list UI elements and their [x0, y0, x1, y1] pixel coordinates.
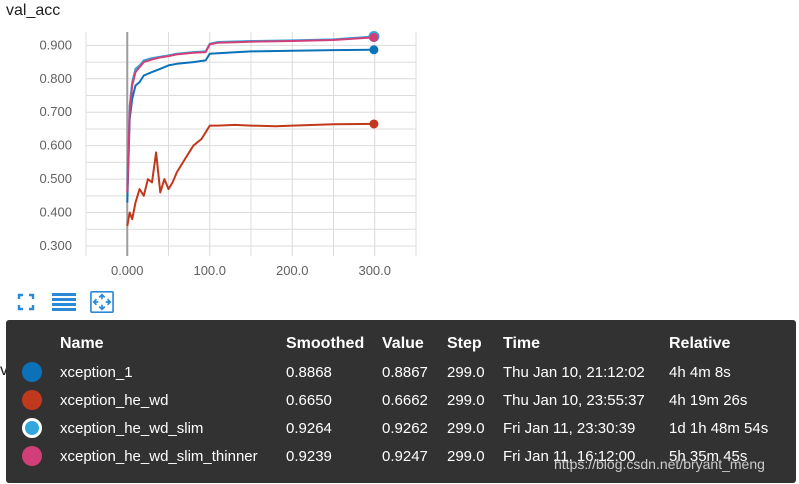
y-tick-label: 0.500: [39, 171, 72, 186]
raw-value: 0.9262: [382, 419, 428, 437]
relative-value: 5h 35m 45s: [669, 447, 748, 465]
y-tick-label: 0.300: [39, 238, 72, 253]
header-color: [22, 330, 60, 358]
y-tick-label: 0.600: [39, 138, 72, 153]
raw-value: 0.6662: [382, 391, 428, 409]
header-relative: Relative: [669, 335, 731, 352]
x-tick-label: 100.0: [193, 263, 226, 278]
smoothed-value: 0.9239: [286, 447, 332, 465]
header-name: Name: [60, 335, 104, 352]
series-name: xception_1: [60, 363, 133, 381]
smoothed-value: 0.8868: [286, 363, 332, 381]
smoothed-value: 0.6650: [286, 391, 332, 409]
series-end-point: [369, 45, 379, 55]
time-value: Fri Jan 11, 23:30:39: [503, 419, 636, 437]
time-value: Fri Jan 11, 16:12:00: [503, 447, 636, 465]
step-value: 299.0: [447, 363, 485, 381]
fit-domain-icon[interactable]: [90, 290, 114, 314]
step-value: 299.0: [447, 419, 485, 437]
series-name: xception_he_wd_slim: [60, 419, 204, 437]
tooltip-header-row: Name Smoothed Value Step Time Relative: [22, 330, 789, 358]
time-value: Thu Jan 10, 21:12:02: [503, 363, 645, 381]
header-step: Step: [447, 335, 482, 352]
list-lines-icon[interactable]: [52, 290, 76, 314]
table-row: xception_he_wd_slim 0.9264 0.9262 299.0 …: [22, 414, 789, 442]
header-value: Value: [382, 335, 424, 352]
y-tick-label: 0.900: [39, 37, 72, 52]
table-row: xception_1 0.8868 0.8867 299.0 Thu Jan 1…: [22, 358, 789, 386]
x-tick-label: 0.000: [111, 263, 144, 278]
raw-value: 0.8867: [382, 363, 428, 381]
header-smoothed: Smoothed: [286, 335, 365, 352]
series-line: [126, 36, 374, 193]
y-tick-label: 0.800: [39, 71, 72, 86]
series-name: xception_he_wd: [60, 391, 169, 409]
chart-title: val_acc: [6, 2, 61, 19]
tooltip-table: Name Smoothed Value Step Time Relative x…: [22, 330, 789, 470]
relative-value: 1d 1h 48m 54s: [669, 419, 769, 437]
time-value: Thu Jan 10, 23:55:37: [503, 391, 645, 409]
series-color-dot: [22, 358, 60, 386]
x-tick-label: 200.0: [276, 263, 309, 278]
series-end-point: [369, 119, 379, 129]
series-line: [126, 122, 374, 227]
series-name: xception_he_wd_slim_thinner: [60, 447, 258, 465]
series-color-dot: [22, 414, 60, 442]
smoothed-value: 0.9264: [286, 419, 332, 437]
header-time: Time: [503, 335, 541, 352]
step-value: 299.0: [447, 447, 485, 465]
raw-value: 0.9247: [382, 447, 428, 465]
step-value: 299.0: [447, 391, 485, 409]
x-tick-label: 300.0: [358, 263, 391, 278]
relative-value: 4h 4m 8s: [669, 363, 731, 381]
series-color-dot: [22, 442, 60, 470]
series-color-dot: [22, 386, 60, 414]
series-line: [126, 48, 374, 203]
watermark-text: https://blog.csdn.net/bryant_meng: [554, 456, 765, 472]
y-tick-label: 0.400: [39, 205, 72, 220]
chart-toolbar: [14, 290, 114, 314]
series-end-point: [369, 32, 379, 42]
relative-value: 4h 19m 26s: [669, 391, 748, 409]
fullscreen-icon[interactable]: [14, 290, 38, 314]
table-row: xception_he_wd_slim_thinner 0.9239 0.924…: [22, 442, 789, 470]
series-tooltip: Name Smoothed Value Step Time Relative x…: [6, 320, 796, 483]
table-row: xception_he_wd 0.6650 0.6662 299.0 Thu J…: [22, 386, 789, 414]
y-tick-label: 0.700: [39, 104, 72, 119]
line-chart: 0.300 0.400 0.500 0.600 0.700 0.800 0.900 0.000…: [39, 31, 417, 278]
